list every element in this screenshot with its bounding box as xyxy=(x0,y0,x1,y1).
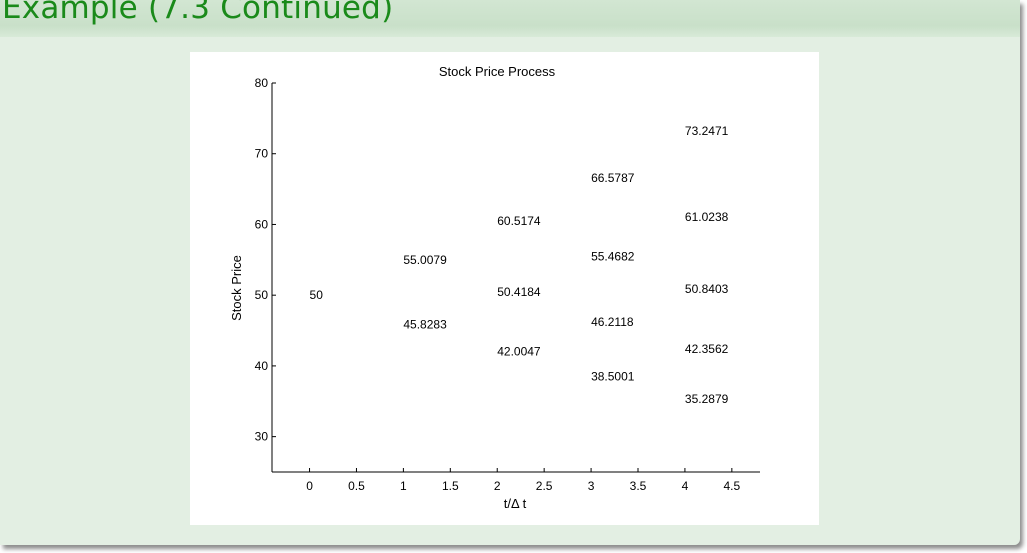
data-point-label: 60.5174 xyxy=(497,214,541,228)
data-point-label: 45.8283 xyxy=(403,318,447,332)
x-tick-label: 4 xyxy=(682,479,689,493)
chart-figure: Stock Price Process 0 0.5 1 1.5 2 2.5 3 3.5 4 4.5… xyxy=(190,52,819,525)
x-tick-label: 2.5 xyxy=(536,479,553,493)
x-tick-label: 0 xyxy=(306,479,313,493)
x-tick-label: 1 xyxy=(400,479,407,493)
data-point-label: 55.4682 xyxy=(591,250,635,264)
data-point-label: 66.5787 xyxy=(591,171,635,185)
data-point-label: 35.2879 xyxy=(685,392,729,406)
y-tick-label: 30 xyxy=(255,430,269,444)
data-point-label: 73.2471 xyxy=(685,124,729,138)
x-tick-label: 4.5 xyxy=(724,479,741,493)
y-tick-label: 80 xyxy=(255,76,269,90)
x-tick-label: 2 xyxy=(494,479,501,493)
data-point-label: 38.5001 xyxy=(591,370,635,384)
slide: Example (7.3 Continued) Stock Price Proc… xyxy=(0,0,1020,545)
data-point-label: 42.3562 xyxy=(685,342,729,356)
axes: 0 0.5 1 1.5 2 2.5 3 3.5 4 4.5 30 40 50 60 70 80 xyxy=(255,76,760,493)
x-tick-label: 3.5 xyxy=(630,479,647,493)
x-tick-label: 3 xyxy=(588,479,595,493)
x-axis-label: t/Δ t xyxy=(504,496,527,511)
data-point-label: 46.2118 xyxy=(591,315,634,329)
data-point-label: 50.8403 xyxy=(685,282,729,296)
data-point-label: 61.0238 xyxy=(685,210,729,224)
chart-plot: Stock Price Process 0 0.5 1 1.5 2 2.5 3 3.5 4 4.5… xyxy=(229,64,760,511)
slide-title: Example (7.3 Continued) xyxy=(2,0,394,26)
data-point-label: 42.0047 xyxy=(497,345,541,359)
data-point-label: 55.0079 xyxy=(403,253,447,267)
y-tick-label: 70 xyxy=(255,147,269,161)
data-points: 50 55.0079 45.8283 60.5174 50.4184 42.0047 66.… xyxy=(310,124,729,406)
y-tick-label: 40 xyxy=(255,359,269,373)
chart-title: Stock Price Process xyxy=(439,64,556,79)
y-tick-label: 60 xyxy=(255,217,269,231)
data-point-label: 50.4184 xyxy=(497,285,541,299)
x-tick-label: 0.5 xyxy=(348,479,365,493)
title-bar: Example (7.3 Continued) xyxy=(0,0,1020,37)
y-axis-label: Stock Price xyxy=(229,255,244,321)
x-tick-label: 1.5 xyxy=(442,479,459,493)
data-point-label: 50 xyxy=(310,288,324,302)
y-tick-label: 50 xyxy=(255,288,269,302)
